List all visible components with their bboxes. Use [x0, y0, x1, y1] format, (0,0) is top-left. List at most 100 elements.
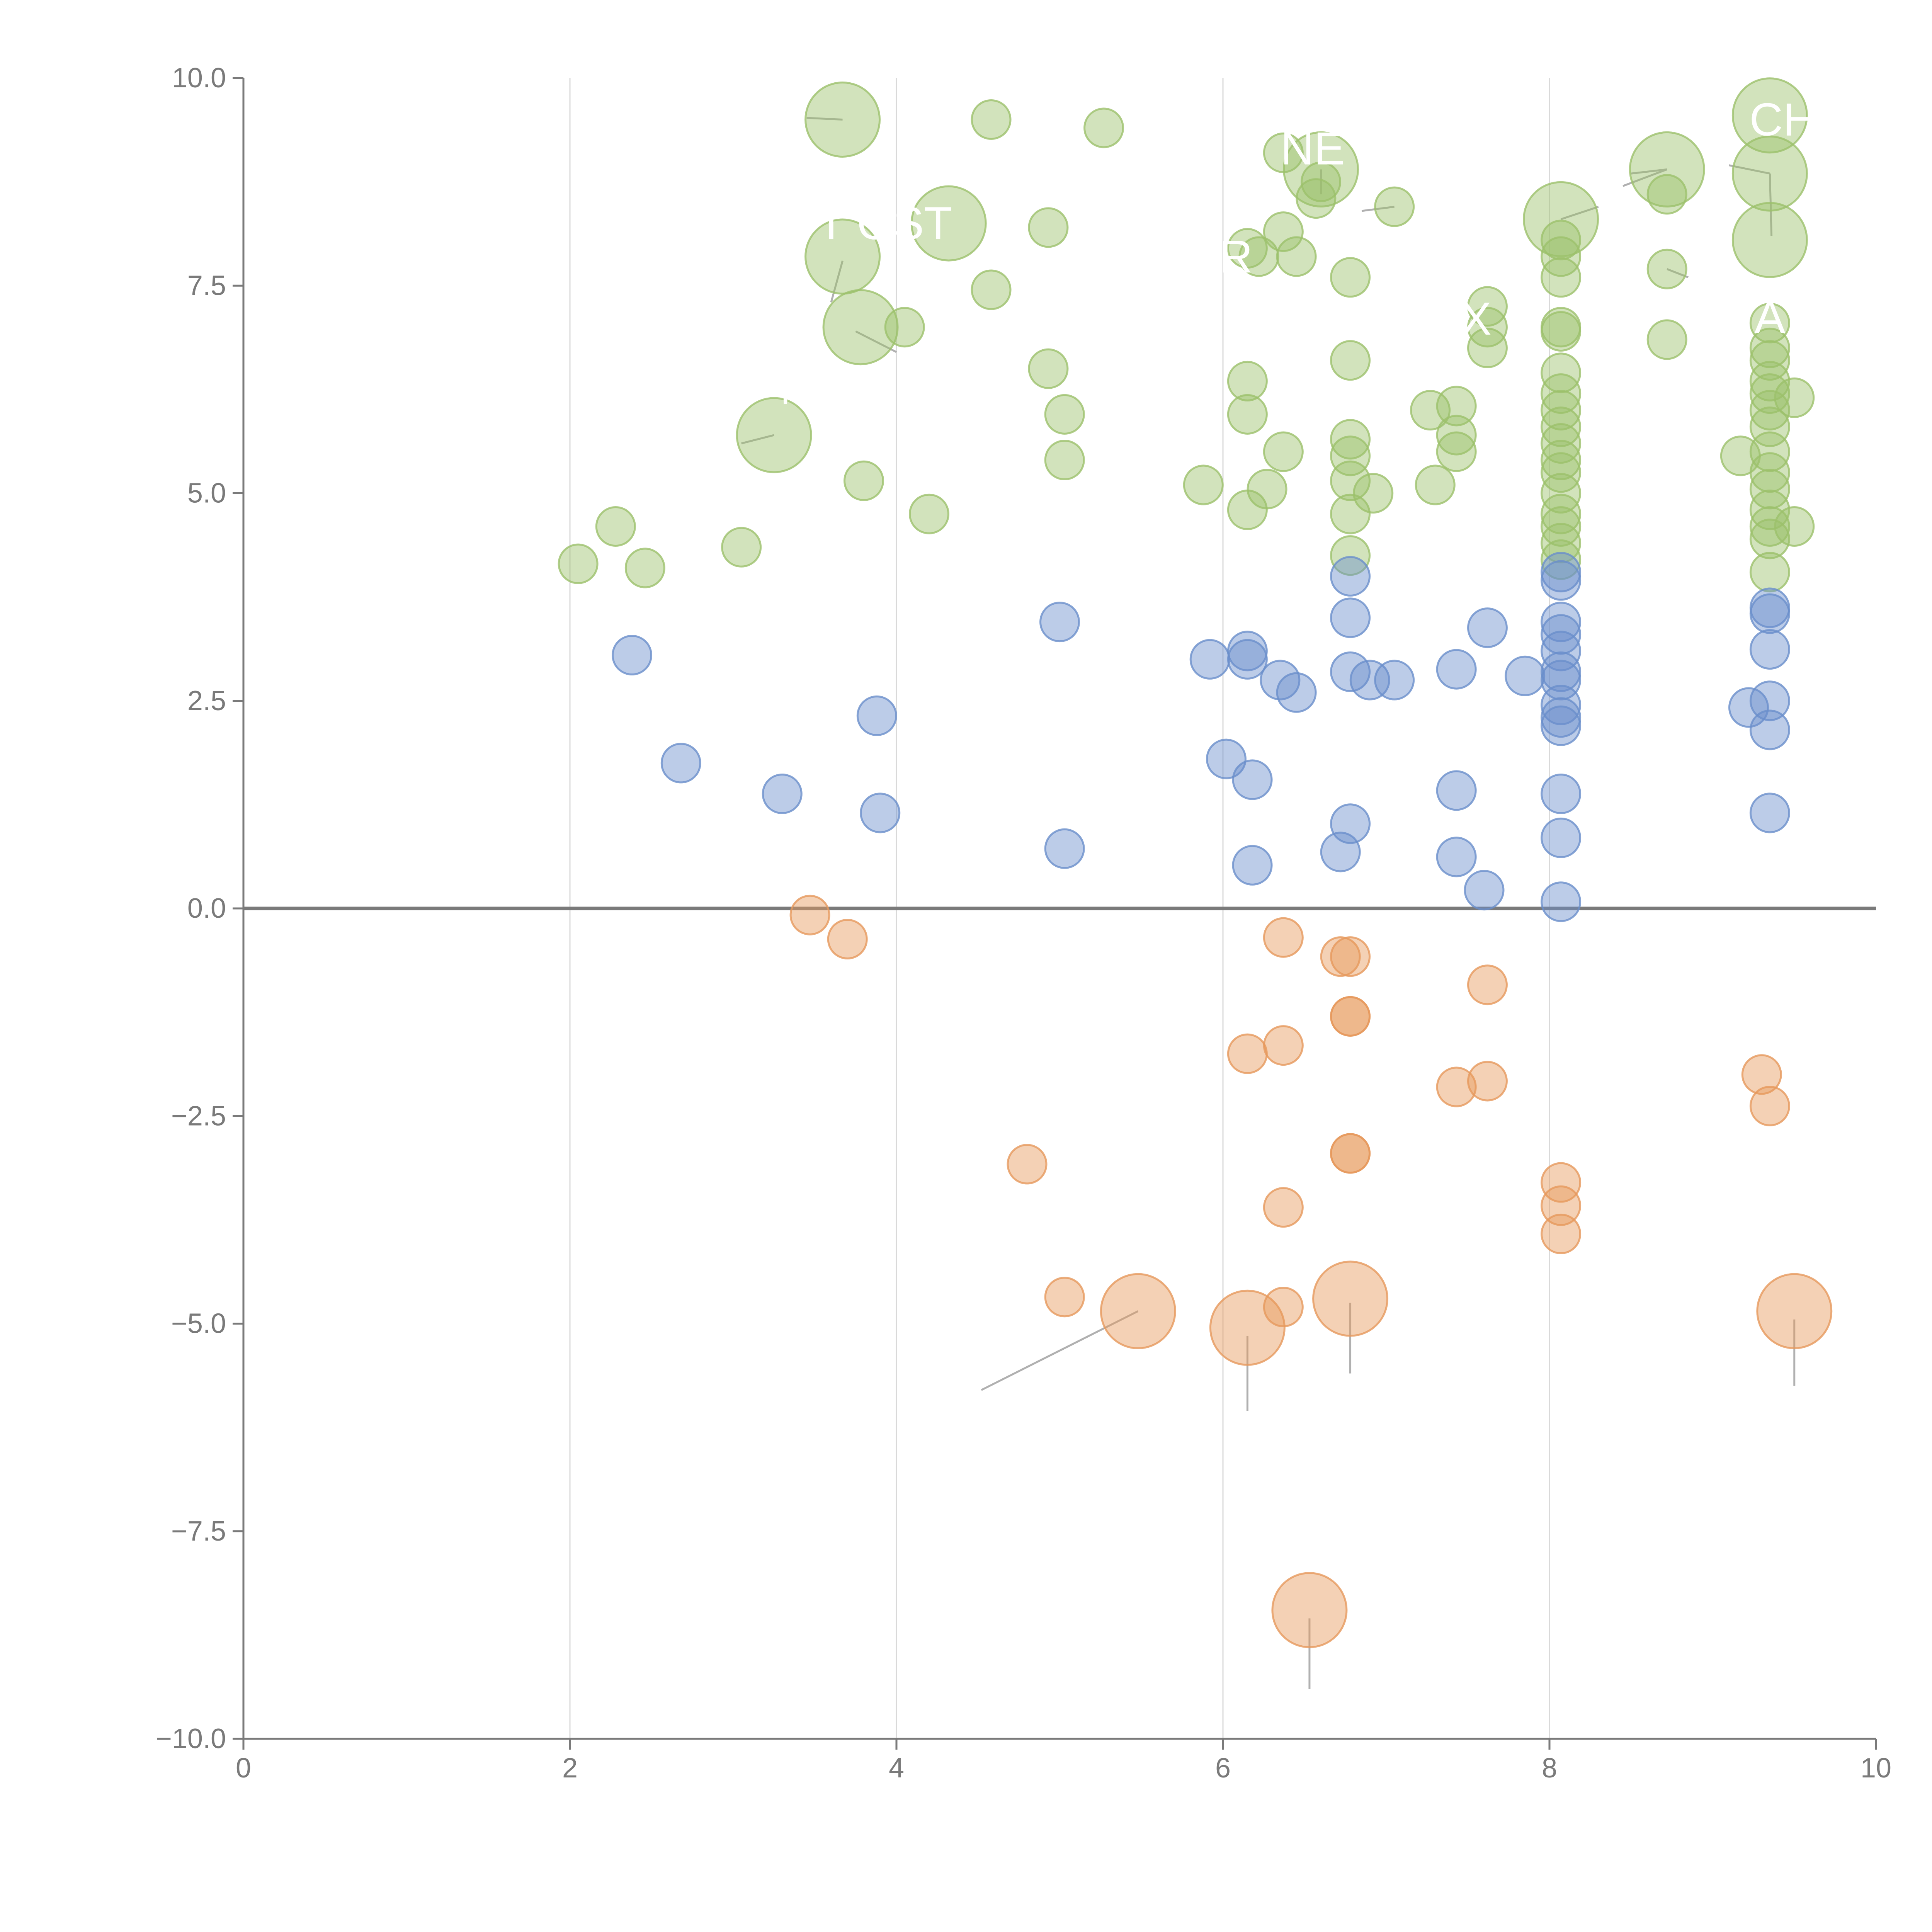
data-point-green: [910, 185, 987, 262]
data-point-green: [1541, 352, 1582, 393]
data-point-orange: [1330, 1133, 1371, 1174]
data-point-blue: [1541, 560, 1582, 601]
data-point-blue: [1330, 556, 1371, 597]
point-label: X: [1461, 293, 1492, 345]
y-tick-label: 2.5: [187, 685, 226, 716]
data-point-blue: [1505, 655, 1546, 696]
data-point-orange: [1749, 1085, 1790, 1126]
y-tick-label: 10.0: [172, 63, 226, 94]
data-point-blue: [1749, 593, 1790, 634]
data-point-blue: [856, 695, 897, 736]
data-point-green: [1227, 361, 1268, 401]
data-point-green: [1749, 431, 1790, 472]
data-point-blue: [1276, 672, 1317, 713]
data-point-blue: [1044, 828, 1085, 869]
y-tick-label: 5.0: [187, 478, 226, 509]
leader-line: [830, 260, 844, 303]
data-point-blue: [1541, 684, 1582, 725]
data-point-green: [1410, 390, 1451, 431]
data-point-orange: [1100, 1273, 1176, 1349]
data-point-blue: [1330, 651, 1371, 692]
data-point-green: [1541, 440, 1582, 481]
data-point-green: [1276, 236, 1317, 277]
data-point-blue: [1541, 773, 1582, 814]
data-point-blue: [1330, 803, 1371, 844]
data-points: [558, 77, 1833, 1648]
data-point-green: [1353, 473, 1394, 514]
y-tick-label: −5.0: [171, 1308, 226, 1339]
data-point-green: [721, 527, 762, 568]
data-point-blue: [1541, 552, 1582, 593]
leader-line: [741, 434, 774, 444]
data-point-orange: [1263, 917, 1304, 958]
data-point-blue: [1349, 660, 1390, 701]
data-point-orange: [1541, 1185, 1582, 1226]
data-point-green: [1749, 327, 1790, 368]
data-point-green: [1436, 431, 1477, 472]
data-point-blue: [1260, 660, 1301, 701]
data-point-blue: [1541, 651, 1582, 692]
data-point-orange: [1467, 964, 1508, 1005]
leader-line: [1361, 206, 1395, 212]
data-point-blue: [1541, 881, 1582, 922]
leader-line: [1622, 168, 1668, 187]
data-point-green: [1774, 377, 1815, 418]
data-point-green: [1227, 394, 1268, 435]
data-point-green: [1247, 469, 1287, 510]
x-tick-label: 10: [1861, 1753, 1891, 1784]
data-point-blue: [860, 793, 901, 833]
data-point-green: [1415, 464, 1456, 505]
point-label: R: [1219, 231, 1253, 282]
data-point-orange: [1541, 1213, 1582, 1254]
leader-lines: [741, 117, 1796, 1689]
data-point-green: [822, 289, 899, 366]
data-point-blue: [1374, 660, 1415, 701]
data-point-green: [1227, 228, 1268, 269]
data-point-orange: [1741, 1054, 1782, 1095]
x-tick-label: 4: [889, 1753, 904, 1784]
data-point-green: [1541, 373, 1582, 414]
data-point-blue: [1232, 845, 1273, 886]
data-point-green: [1731, 135, 1808, 212]
point-label: ': [781, 384, 790, 436]
data-point-green: [1263, 431, 1304, 472]
data-point-green: [595, 506, 636, 547]
data-point-blue: [1541, 817, 1582, 858]
data-point-green: [1720, 435, 1761, 476]
data-point-blue: [1227, 639, 1268, 680]
data-point-green: [1263, 211, 1304, 252]
point-label: T: [817, 197, 845, 249]
data-point-green: [971, 99, 1012, 140]
data-point-orange: [1044, 1277, 1085, 1318]
point-label: S: [709, 430, 740, 482]
data-point-green: [1028, 348, 1069, 389]
y-tick-label: 7.5: [187, 270, 226, 301]
data-point-green: [909, 493, 949, 534]
y-tick-label: −2.5: [171, 1100, 226, 1131]
leader-line: [981, 1310, 1139, 1391]
data-point-green: [1330, 493, 1371, 534]
data-point-blue: [1749, 629, 1790, 670]
data-point-green: [1541, 406, 1582, 447]
data-point-green: [1749, 469, 1790, 510]
data-point-orange: [1436, 1066, 1477, 1107]
data-point-green: [1749, 489, 1790, 530]
data-point-green: [1330, 340, 1371, 381]
data-point-blue: [1541, 660, 1582, 701]
data-point-green: [1774, 506, 1815, 547]
data-point-orange: [1209, 1289, 1286, 1366]
data-point-green: [1541, 522, 1582, 563]
data-point-blue: [1541, 602, 1582, 643]
data-point-blue: [1541, 697, 1582, 738]
data-point-green: [1646, 174, 1687, 215]
data-point-orange: [1312, 1260, 1389, 1337]
data-point-green: [1541, 219, 1582, 260]
data-point-green: [1749, 406, 1790, 447]
data-point-green: [1749, 361, 1790, 401]
data-point-blue: [1436, 770, 1477, 811]
data-point-blue: [1189, 639, 1230, 680]
data-point-green: [1028, 207, 1069, 248]
data-point-green: [1467, 286, 1508, 327]
data-point-green: [1541, 311, 1582, 352]
